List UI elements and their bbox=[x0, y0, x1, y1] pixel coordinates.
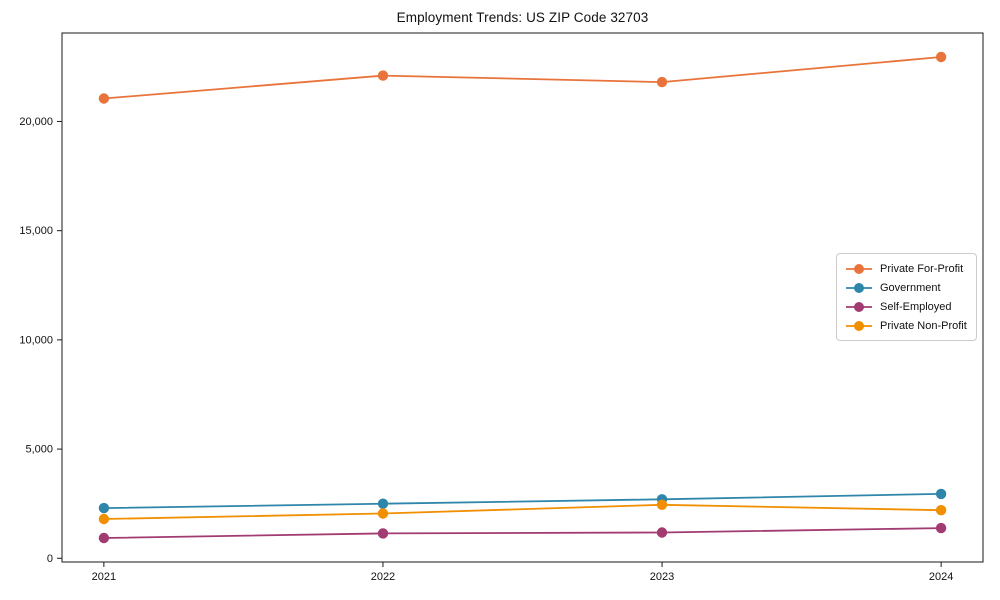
y-tick-label: 15,000 bbox=[19, 225, 53, 237]
data-point-self-employed bbox=[377, 528, 389, 539]
legend-marker-private-for-profit bbox=[846, 263, 872, 274]
series-line-private-non-profit bbox=[103, 503, 942, 520]
legend-label: Government bbox=[880, 281, 941, 294]
data-point-private-for-profit bbox=[935, 51, 947, 63]
data-point-government bbox=[935, 488, 947, 500]
x-tick-label: 2024 bbox=[929, 571, 953, 583]
y-tick-label: 0 bbox=[47, 553, 53, 565]
x-tick-label: 2021 bbox=[92, 571, 116, 583]
data-point-private-non-profit bbox=[656, 499, 668, 510]
data-point-government bbox=[377, 498, 389, 509]
legend-item-self-employed: Self-Employed bbox=[845, 297, 968, 316]
x-tick-label: 2023 bbox=[650, 571, 674, 583]
data-point-private-for-profit bbox=[377, 70, 389, 81]
data-point-private-non-profit bbox=[377, 508, 389, 519]
legend-label: Self-Employed bbox=[880, 300, 952, 313]
data-point-private-non-profit bbox=[98, 513, 110, 525]
legend-label: Private Non-Profit bbox=[880, 319, 967, 332]
data-point-self-employed bbox=[935, 522, 947, 534]
data-point-private-for-profit bbox=[656, 76, 668, 88]
legend-label: Private For-Profit bbox=[880, 262, 964, 275]
data-point-private-for-profit bbox=[98, 93, 110, 104]
legend-item-private-non-profit: Private Non-Profit bbox=[845, 316, 968, 335]
series-line-self-employed bbox=[103, 527, 942, 539]
x-tick-label: 2022 bbox=[371, 571, 395, 583]
plot-border bbox=[61, 32, 984, 563]
chart-title: Employment Trends: US ZIP Code 32703 bbox=[396, 10, 649, 25]
data-point-government bbox=[98, 502, 110, 514]
series-line-private-for-profit bbox=[103, 56, 942, 100]
y-tick-label: 5,000 bbox=[25, 444, 53, 456]
y-tick-label: 20,000 bbox=[19, 116, 53, 128]
data-point-self-employed bbox=[98, 532, 110, 544]
legend-marker-government bbox=[846, 282, 872, 293]
series-line-government bbox=[103, 492, 942, 510]
legend-marker-self-employed bbox=[846, 301, 872, 312]
legend-item-government: Government bbox=[845, 278, 968, 297]
legend: Private For-Profit Government Self-Employe… bbox=[836, 253, 977, 341]
legend-marker-private-non-profit bbox=[846, 320, 872, 331]
y-tick-label: 10,000 bbox=[19, 334, 53, 346]
data-point-private-non-profit bbox=[935, 505, 947, 516]
legend-item-private-for-profit: Private For-Profit bbox=[845, 259, 968, 278]
data-point-self-employed bbox=[656, 527, 668, 538]
